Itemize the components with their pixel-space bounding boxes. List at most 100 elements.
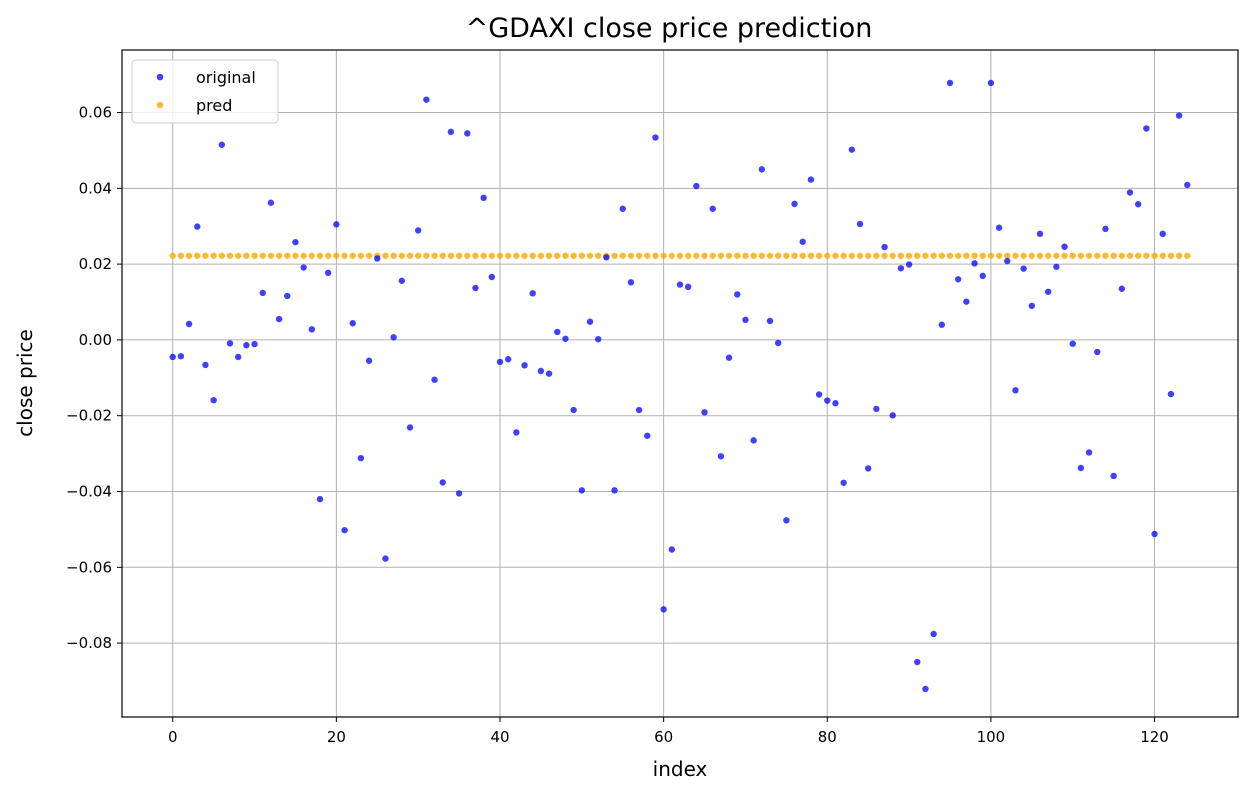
pred-point <box>856 252 864 259</box>
chart-title: ^GDAXI close price prediction <box>466 13 873 44</box>
legend: original pred <box>131 59 279 124</box>
original-point <box>382 555 389 562</box>
original-point <box>734 291 741 298</box>
pred-point <box>1118 252 1126 259</box>
grid <box>122 50 1238 717</box>
original-point <box>226 340 234 347</box>
original-point <box>210 396 217 404</box>
pred-point <box>472 252 479 259</box>
pred-point <box>840 252 847 259</box>
pred-point <box>611 252 618 259</box>
original-point <box>783 517 790 524</box>
original-point <box>1036 230 1044 238</box>
pred-point <box>971 252 978 259</box>
original-point <box>603 254 610 261</box>
original-point <box>1044 288 1052 295</box>
pred-point <box>554 252 561 259</box>
pred-point <box>586 252 594 259</box>
pred-point <box>693 252 700 259</box>
pred-point <box>594 252 602 259</box>
original-point <box>455 490 463 497</box>
pred-point <box>169 252 176 259</box>
pred-point <box>1102 252 1109 259</box>
pred-point <box>194 252 201 259</box>
pred-point <box>1126 252 1134 259</box>
original-point <box>652 134 659 141</box>
pred-point <box>284 252 291 259</box>
pred-point <box>799 252 806 259</box>
pred-point <box>758 252 766 259</box>
pred-point <box>619 252 626 259</box>
y-tick-label: −0.02 <box>66 407 112 425</box>
x-tick-label: 100 <box>977 728 1006 746</box>
original-point <box>963 298 970 305</box>
original-point <box>979 272 986 280</box>
pred-point <box>439 252 446 259</box>
original-point <box>545 370 553 377</box>
pred-point <box>734 252 741 259</box>
pred-point <box>1134 252 1142 259</box>
x-tick-label: 0 <box>168 728 178 746</box>
pred-point <box>954 252 962 259</box>
original-point <box>464 130 471 137</box>
pred-point <box>660 252 667 259</box>
original-point <box>889 412 896 419</box>
original-point <box>1118 285 1126 292</box>
original-point <box>824 397 831 404</box>
original-point <box>1102 225 1109 233</box>
original-point <box>529 290 536 297</box>
pred-point <box>316 252 324 259</box>
original-point <box>349 320 356 327</box>
original-point <box>644 432 651 439</box>
pred-point <box>357 252 365 259</box>
original-point <box>1159 230 1166 238</box>
original-point <box>693 182 700 190</box>
pred-point <box>202 252 209 259</box>
original-point <box>169 353 176 361</box>
pred-point <box>275 252 283 259</box>
original-point <box>1167 390 1175 398</box>
pred-point <box>987 252 995 259</box>
original-point <box>725 354 733 361</box>
original-point <box>218 141 226 148</box>
pred-point <box>1044 252 1052 259</box>
y-axis-label: close price <box>13 329 37 437</box>
original-point <box>243 342 250 349</box>
original-point <box>570 406 577 414</box>
original-point <box>954 276 962 283</box>
original-point <box>1134 201 1142 208</box>
pred-point <box>881 252 888 259</box>
legend-box <box>131 59 279 124</box>
original-point <box>251 340 258 348</box>
original-point <box>709 205 716 212</box>
pred-point <box>848 252 856 259</box>
y-tick-label: 0.02 <box>79 255 112 273</box>
original-point <box>275 315 283 323</box>
original-point <box>431 376 438 383</box>
original-point <box>897 265 905 272</box>
original-point <box>611 487 618 494</box>
pred-point <box>1167 252 1175 259</box>
original-point <box>635 406 643 414</box>
pred-point <box>1159 252 1166 259</box>
pred-point <box>930 252 937 259</box>
original-point <box>234 353 242 361</box>
original-point <box>676 281 684 288</box>
original-point <box>1069 340 1076 347</box>
pred-point <box>341 252 348 259</box>
x-tick-label: 40 <box>490 728 509 746</box>
original-point <box>832 400 839 407</box>
original-point <box>578 487 586 494</box>
original-point <box>701 409 708 416</box>
pred-point <box>766 252 774 259</box>
original-point <box>1184 181 1191 189</box>
x-tick-label: 20 <box>327 728 346 746</box>
pred-point <box>406 252 414 259</box>
y-tick-label: 0.04 <box>79 179 112 197</box>
original-point <box>1012 387 1019 394</box>
pred-point <box>995 252 1003 259</box>
original-point <box>1094 348 1101 356</box>
pred-point <box>570 252 577 259</box>
original-point <box>1077 464 1085 472</box>
